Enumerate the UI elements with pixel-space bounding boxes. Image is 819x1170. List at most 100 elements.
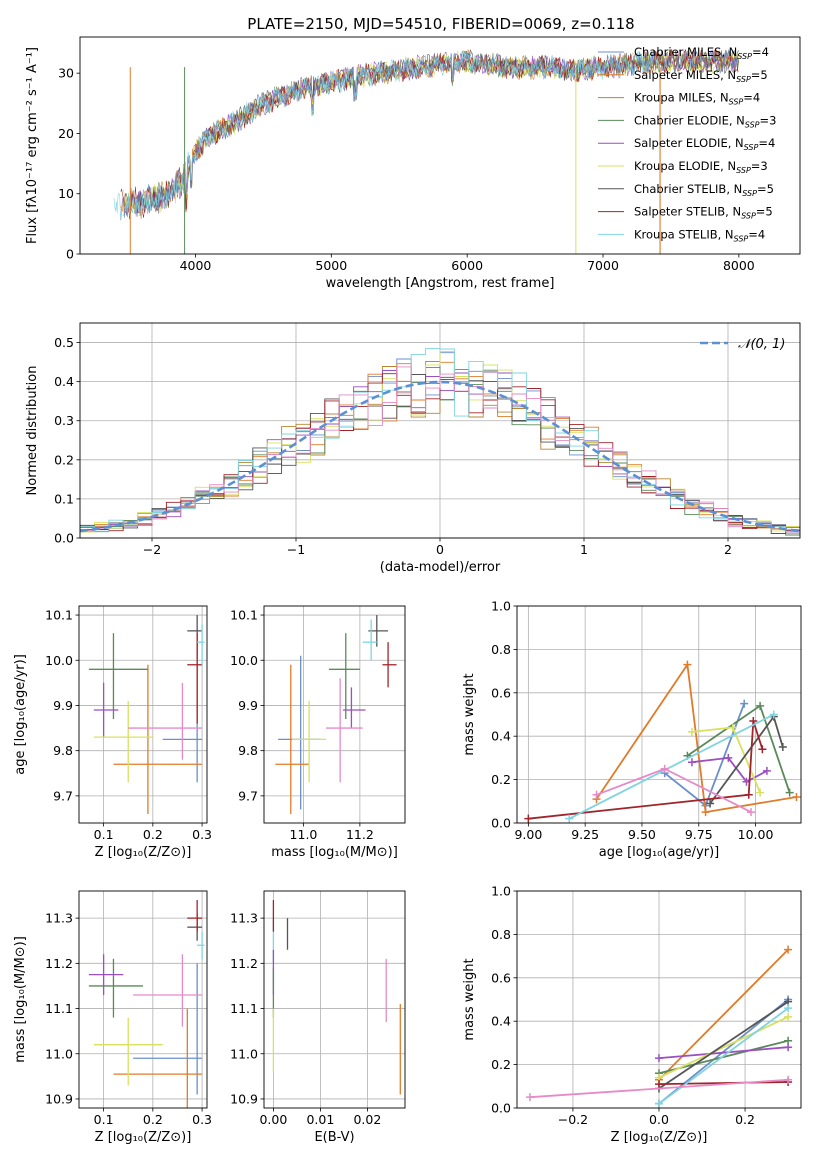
x-tick-label: 0.3	[192, 1112, 212, 1127]
series-marker	[762, 766, 771, 775]
series-line	[658, 948, 789, 1081]
spectrum-line	[113, 49, 658, 219]
y-tick-label: 11.0	[230, 1046, 258, 1061]
y-tick-label: 9.8	[53, 743, 73, 758]
legend-text: Chabrier ELODIE, N	[634, 113, 745, 127]
series-marker	[756, 701, 765, 710]
x-tick-label: 10.00	[738, 827, 774, 842]
y-tick-label: 0.0	[491, 816, 511, 831]
legend-text: =3	[751, 159, 768, 173]
x-axis-label: (data-model)/error	[380, 560, 501, 575]
x-axis-label: Z [log₁₀(Z/Z⊙)]	[95, 845, 192, 860]
y-tick-label: 0.1	[54, 491, 74, 506]
series-marker	[655, 1054, 663, 1063]
series-line	[595, 662, 797, 814]
y-tick-label: 10.1	[230, 608, 258, 623]
y-tick-label: 0.4	[491, 729, 511, 744]
legend-subscript: SSP	[737, 52, 752, 61]
legend-text: =4	[758, 136, 775, 150]
series-marker	[728, 723, 737, 732]
x-tick-label: −2	[143, 542, 161, 557]
series-marker	[749, 717, 758, 726]
legend-subscript: SSP	[742, 189, 757, 198]
series-marker	[655, 1080, 663, 1089]
plot-area	[88, 615, 205, 814]
x-tick-label: 0	[436, 542, 444, 557]
y-tick-label: 0.2	[54, 452, 74, 467]
legend-subscript: SSP	[745, 120, 760, 129]
plot-area	[272, 900, 401, 1095]
series-marker	[769, 710, 778, 719]
y-tick-label: 0.6	[491, 970, 511, 985]
x-tick-label: 11.2	[346, 827, 374, 842]
plot-area	[80, 347, 800, 536]
series-line	[658, 1016, 789, 1079]
y-axis-label: age [log₁₀(age/yr)]	[13, 654, 28, 775]
legend-text: Salpeter MILES, N	[634, 68, 736, 82]
panel-weight-vs-age: 9.00 9.25 9.50 9.75 10.00 0.0 0.2 0.4 0.6 0.8 1.0 a…	[462, 599, 802, 860]
series-marker	[784, 1043, 793, 1052]
panel-residuals: −2 −1 0 1 2 0.0 0.1 0.2 0.3 0.4 0.5 𝒩(0, 1) (data-mo…	[25, 322, 801, 575]
x-tick-label: −1	[287, 542, 305, 557]
legend-text: =4	[743, 91, 760, 105]
axes-frame	[263, 605, 406, 824]
series-marker	[784, 1004, 793, 1013]
series-marker	[778, 743, 787, 752]
plot-area	[113, 47, 740, 254]
panel-spectrum: 4000 5000 6000 7000 8000 0 10 20 30 Chabrier MILE…	[25, 36, 801, 291]
legend-text: Chabrier MILES, N	[634, 45, 737, 59]
y-tick-label: 9.9	[238, 698, 258, 713]
y-tick-label: 11.1	[45, 1001, 73, 1016]
axes-frame	[78, 890, 208, 1109]
series-line	[691, 756, 768, 783]
series-marker	[758, 745, 767, 754]
legend-label: Chabrier STELIB, NSSP=5	[634, 182, 774, 198]
legend-subscript: SSP	[736, 166, 751, 175]
y-tick-label: 10.0	[45, 653, 73, 668]
y-tick-label: 11.2	[45, 956, 73, 971]
legend-text: Salpeter ELODIE, N	[634, 136, 744, 150]
axes-frame	[79, 36, 801, 255]
y-tick-label: 0.3	[54, 413, 74, 428]
x-tick-label: 0.02	[353, 1112, 381, 1127]
axes-frame	[516, 605, 802, 824]
series-marker	[701, 808, 710, 817]
legend-label: Salpeter STELIB, NSSP=5	[634, 205, 773, 221]
series-line	[528, 720, 764, 820]
histogram-step	[80, 366, 800, 529]
y-tick-label: 10.0	[230, 653, 258, 668]
y-axis-label: Normed distribution	[25, 366, 40, 496]
legend-label: Salpeter ELODIE, NSSP=4	[634, 136, 775, 152]
series-line	[658, 1081, 789, 1085]
x-tick-label: 9.00	[514, 827, 542, 842]
legend-label: Kroupa STELIB, NSSP=4	[634, 227, 765, 243]
y-tick-label: 9.7	[53, 788, 73, 803]
x-tick-label: −0.2	[558, 1112, 588, 1127]
panel-age-vs-Z: 0.1 0.2 0.3 9.7 9.8 9.9 10.0 10.1 Z [log₁₀(Z/Z⊙)…	[13, 605, 212, 860]
axes-frame	[263, 890, 406, 1109]
normal-curve	[80, 380, 800, 533]
series-marker	[744, 790, 753, 799]
series-marker	[784, 1012, 793, 1021]
series-marker	[525, 1093, 534, 1102]
y-tick-label: 11.0	[45, 1046, 73, 1061]
x-tick-label: 5000	[315, 258, 347, 273]
y-tick-label: 0.0	[54, 531, 74, 546]
series-marker	[683, 660, 692, 669]
y-tick-label: 0.5	[54, 335, 74, 350]
series-line	[568, 713, 775, 820]
y-tick-label: 9.9	[53, 698, 73, 713]
legend-subscript: SSP	[729, 98, 744, 107]
x-tick-label: 9.50	[628, 827, 656, 842]
y-tick-label: 10.9	[230, 1091, 258, 1106]
x-axis-label: wavelength [Angstrom, rest frame]	[326, 276, 555, 291]
y-tick-label: 1.0	[491, 599, 511, 614]
spectrum-line	[123, 49, 740, 218]
y-axis-label: Flux [fλ10⁻¹⁷ erg cm⁻² s⁻¹ A⁻¹]	[25, 47, 40, 244]
series-line	[658, 1046, 789, 1059]
series-line	[664, 703, 746, 808]
legend-text: =4	[748, 227, 765, 241]
x-tick-label: 0.2	[143, 1112, 163, 1127]
y-tick-label: 0.2	[491, 772, 511, 787]
